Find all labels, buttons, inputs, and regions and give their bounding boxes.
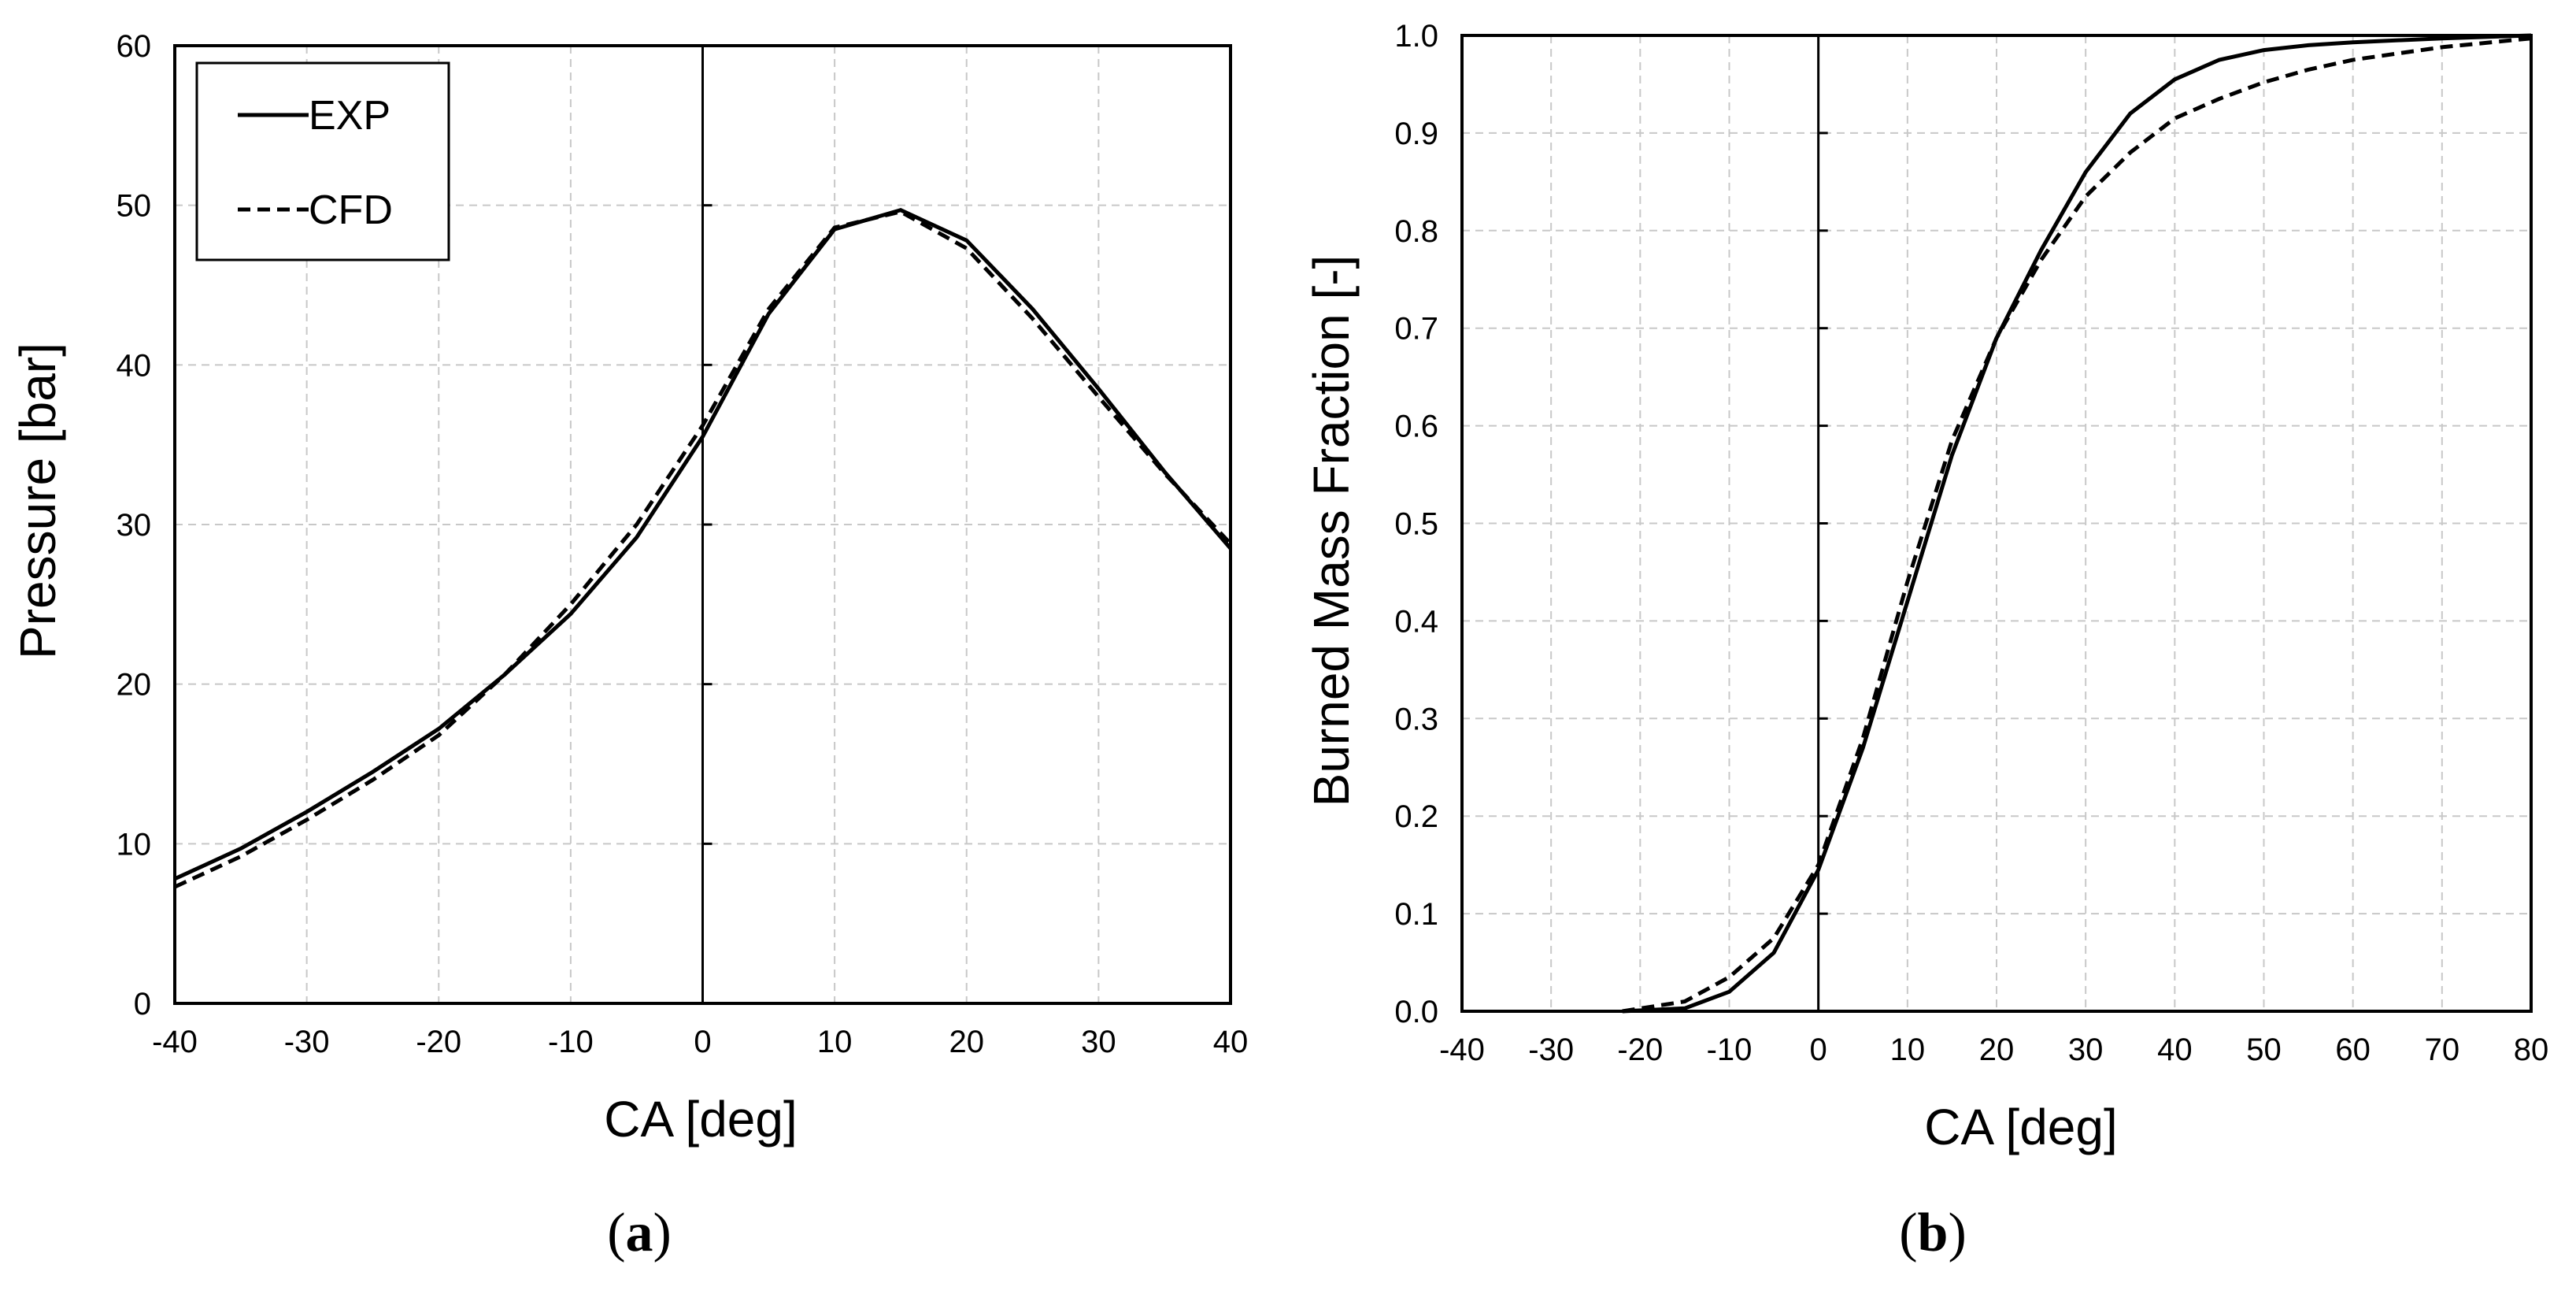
chart-b-x-tick-labels: -40 -30 -20 -10 0 10 20 30 40 50 60 70 80 [1439,1033,2548,1067]
chart-a-y-tick-label: 50 [117,189,152,224]
chart-b-x-tick-label: -30 [1528,1033,1574,1067]
chart-b-y-tick-label: 0.9 [1394,117,1438,151]
chart-b-y-axis-title: Burned Mass Fraction [-] [1303,255,1360,807]
chart-a: -40 -30 -20 -10 0 10 20 30 40 0 10 20 30 40 50 60 CA [… [9,29,1248,1263]
chart-b-x-tick-label: -40 [1439,1033,1485,1067]
chart-a-y-tick-label: 0 [134,987,151,1021]
chart-a-x-tick-label: 0 [694,1025,711,1059]
chart-b-series-cfd-line [1622,36,2532,1014]
chart-b-y-tick-label: 0.5 [1394,507,1438,542]
panel-label-b: (b) [1899,1203,1967,1263]
chart-a-x-axis-title: CA [deg] [604,1091,798,1148]
chart-b-x-tick-label: 40 [2157,1033,2193,1067]
chart-a-legend: EXP CFD [195,61,450,261]
chart-a-x-tick-label: 10 [817,1025,853,1059]
chart-b-y-tick-label: 0.1 [1394,897,1438,932]
chart-b-x-tick-label: 30 [2068,1033,2104,1067]
chart-b-x-tick-label: 80 [2514,1033,2549,1067]
chart-a-y-tick-label: 40 [117,348,152,383]
chart-b-x-tick-label: 10 [1890,1033,1926,1067]
chart-b-y-tick-label: 0.0 [1394,995,1438,1029]
legend-cfd-label: CFD [309,187,393,233]
chart-b-x-tick-label: 50 [2246,1033,2282,1067]
chart-a-y-tick-labels: 0 10 20 30 40 50 60 [117,29,152,1021]
chart-b-x-tick-label: 70 [2425,1033,2460,1067]
chart-b-series [1622,33,2532,1014]
chart-a-y-tick-label: 60 [117,29,152,64]
chart-b-x-axis-title: CA [deg] [1924,1099,2118,1155]
chart-a-plot-frame [173,44,1232,1005]
chart-a-inner-ticks [702,204,712,845]
panel-label-a: (a) [607,1203,672,1263]
chart-b-x-tick-label: 0 [1810,1033,1827,1067]
chart-b-y-tick-label: 0.2 [1394,799,1438,834]
chart-a-x-tick-label: 20 [949,1025,985,1059]
chart-b-y-tick-label: 0.6 [1394,410,1438,444]
chart-a-x-tick-label: -30 [284,1025,330,1059]
chart-b-y-tick-label: 0.3 [1394,702,1438,736]
chart-a-y-tick-label: 30 [117,508,152,543]
chart-a-x-tick-label: 40 [1213,1025,1249,1059]
panel-label-b-letter: b [1918,1203,1949,1263]
chart-a-x-tick-label: -10 [548,1025,594,1059]
chart-b-x-tick-label: -20 [1617,1033,1663,1067]
chart-a-x-tick-label: -40 [152,1025,198,1059]
chart-a-series [173,208,1232,889]
legend-exp-label: EXP [309,93,390,139]
chart-b: -40 -30 -20 -10 0 10 20 30 40 50 60 70 80 0.00.10.20… [1303,19,2548,1263]
chart-b-series-exp-line [1622,33,2532,1014]
panel-label-a-letter: a [626,1203,653,1263]
chart-b-inner-ticks [1818,132,1828,915]
chart-b-y-tick-label: 0.4 [1394,604,1438,639]
chart-b-grid [1462,35,2531,1011]
chart-a-x-tick-label: 30 [1081,1025,1116,1059]
chart-a-series-cfd-line [173,209,1232,889]
chart-b-y-tick-label: 0.8 [1394,214,1438,249]
chart-b-y-tick-label: 0.7 [1394,312,1438,347]
chart-b-x-tick-label: 20 [1979,1033,2015,1067]
chart-a-y-tick-label: 20 [117,668,152,703]
chart-b-plot-frame [1460,34,2533,1013]
chart-a-y-tick-label: 10 [117,827,152,862]
chart-a-y-axis-title: Pressure [bar] [9,343,66,659]
legend-box [195,61,450,261]
chart-a-series-exp-line [173,208,1232,881]
chart-b-x-tick-label: -10 [1707,1033,1752,1067]
chart-b-y-tick-labels: 0.0 0.1 0.2 0.3 0.4 0.5 0.6 0.7 0.8 0.9 1.0 [1394,19,1438,1029]
chart-b-y-tick-label: 1.0 [1394,19,1438,54]
chart-a-x-tick-labels: -40 -30 -20 -10 0 10 20 30 40 [152,1025,1248,1059]
chart-a-x-tick-label: -20 [416,1025,461,1059]
chart-b-x-tick-label: 60 [2335,1033,2371,1067]
